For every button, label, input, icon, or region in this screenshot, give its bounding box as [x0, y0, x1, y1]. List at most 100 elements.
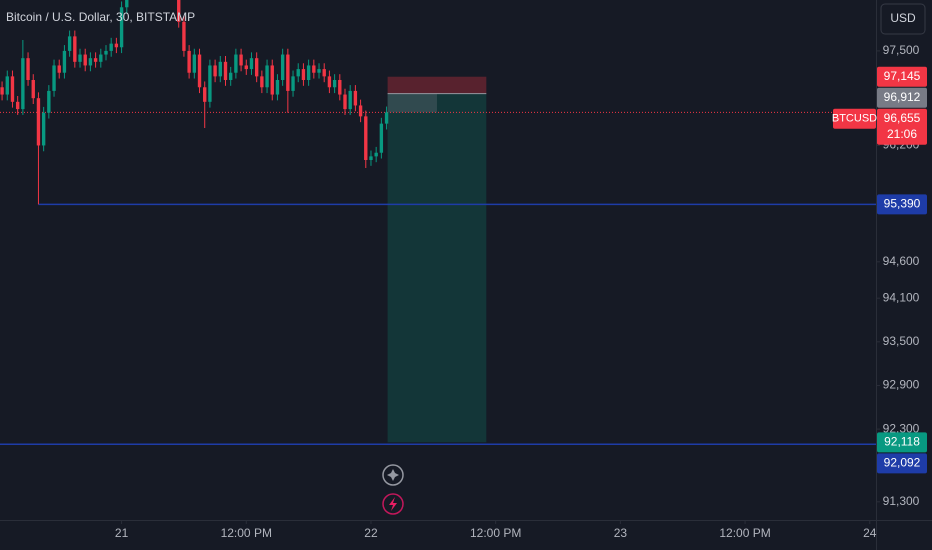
candle-body: [83, 54, 87, 66]
currency-label[interactable]: USD: [890, 11, 916, 25]
candle-body: [275, 80, 280, 95]
candle-body: [270, 65, 274, 95]
candle-body: [47, 90, 51, 113]
candle-body: [332, 80, 337, 88]
candle-body: [312, 65, 316, 73]
candle-body: [317, 69, 321, 73]
candle-body: [296, 69, 300, 77]
candle-body: [5, 76, 9, 95]
candle-body: [114, 43, 119, 48]
position-stop-zone: [387, 76, 487, 94]
candle-body: [280, 54, 285, 80]
candle-body: [379, 123, 384, 153]
candle-body: [0, 87, 4, 95]
candle-body: [218, 61, 222, 77]
candle-body: [260, 76, 264, 88]
candle-body: [192, 54, 197, 73]
price-tag-label: 97,145: [884, 69, 921, 83]
symbol-tag: [833, 108, 876, 129]
candle-body: [234, 54, 238, 73]
candle-body: [41, 112, 46, 146]
candle-body: [15, 101, 20, 110]
candle-body: [343, 94, 347, 110]
candle-body: [244, 65, 248, 70]
symbol-tag-label: BTCUSD: [832, 113, 877, 125]
candle-body: [26, 58, 30, 80]
candle-body: [197, 54, 202, 88]
y-tick-label: 91,300: [883, 494, 920, 508]
candle-body: [99, 54, 103, 62]
x-tick-label: 22: [364, 526, 378, 540]
x-tick-label: 12:00 PM: [470, 526, 521, 540]
candle-body: [125, 0, 129, 8]
x-tick-label: 12:00 PM: [221, 526, 272, 540]
price-tag-label: 92,118: [884, 434, 920, 448]
candle-body: [182, 21, 186, 51]
candle-body: [88, 58, 93, 66]
chart-title: Bitcoin / U.S. Dollar, 30, BITSTAMP: [6, 10, 195, 24]
candle-body: [109, 43, 113, 51]
x-tick-label: 12:00 PM: [719, 526, 770, 540]
price-tag-label: 92,092: [884, 455, 921, 469]
y-tick-label: 94,600: [883, 254, 920, 268]
y-tick-label: 97,500: [883, 43, 920, 57]
candle-body: [208, 65, 212, 102]
candle-body: [10, 76, 15, 102]
price-tag-label: 95,390: [884, 197, 921, 211]
axes: 97,50096,20094,60094,10093,50092,90092,3…: [115, 43, 927, 540]
price-tag-label: 96,655: [884, 111, 921, 125]
currency-button[interactable]: [880, 3, 926, 35]
countdown-label: 21:06: [887, 127, 917, 141]
y-tick-label: 92,300: [883, 421, 920, 435]
candle-body: [286, 54, 290, 91]
candle-body: [364, 116, 368, 160]
candle-body: [384, 112, 389, 124]
price-tag: [877, 453, 927, 474]
y-tick-label: 94,100: [883, 290, 920, 304]
plot-area: [0, 0, 876, 445]
candle-body: [348, 90, 352, 110]
candle-body: [369, 156, 373, 160]
price-tag-label: 96,912: [884, 90, 921, 104]
candle-body: [301, 69, 306, 80]
candle-body: [119, 7, 124, 48]
candle-body: [358, 105, 363, 117]
price-tag: [877, 108, 927, 145]
candle-body: [322, 69, 326, 77]
candle-body: [52, 65, 56, 91]
position-target-zone: [387, 93, 487, 443]
price-tag: [877, 432, 927, 453]
candle-body: [223, 61, 228, 80]
candle-body: [93, 58, 98, 62]
x-tick-label: 24: [863, 526, 877, 540]
x-tick-label: 21: [115, 526, 129, 540]
candle-body: [31, 80, 35, 99]
price-tag: [877, 66, 927, 87]
candle-body: [291, 76, 295, 91]
event-icons: [382, 464, 404, 515]
position-live-zone: [387, 93, 437, 113]
y-tick-label: 93,500: [883, 334, 920, 348]
candle-body: [249, 58, 254, 70]
candle-body: [306, 65, 311, 80]
candle-body: [62, 50, 67, 73]
candle-body: [104, 50, 108, 55]
candle-body: [36, 98, 41, 146]
candle-body: [254, 58, 259, 77]
candle-body: [229, 72, 233, 80]
candle-body: [239, 54, 243, 66]
candle-body: [203, 87, 207, 102]
x-tick-label: 23: [614, 526, 628, 540]
candle-body: [265, 65, 269, 88]
candle-body: [353, 90, 358, 106]
candle-body: [187, 50, 191, 73]
candle-body: [73, 36, 77, 62]
price-tag: [877, 194, 927, 215]
candle-body: [177, 0, 181, 22]
candle-body: [327, 76, 332, 88]
y-tick-label: 92,900: [883, 378, 920, 392]
event-icon-glyph: [389, 497, 397, 511]
